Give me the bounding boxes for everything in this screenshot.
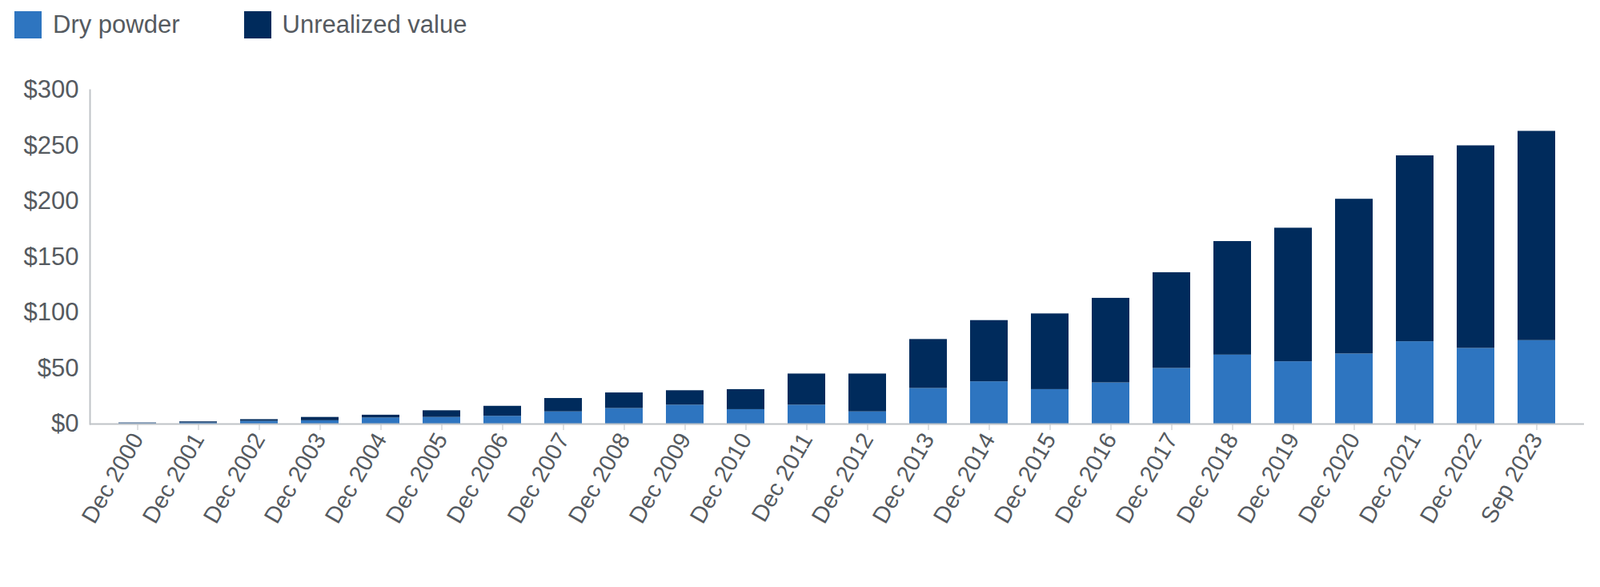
svg-text:Sep 2023: Sep 2023: [1475, 428, 1548, 528]
svg-text:Dec 2021: Dec 2021: [1353, 428, 1426, 528]
svg-text:$50: $50: [37, 353, 80, 382]
svg-text:$100: $100: [24, 297, 80, 326]
svg-text:Dec 2014: Dec 2014: [927, 428, 1000, 528]
svg-text:Dec 2010: Dec 2010: [684, 428, 757, 528]
svg-text:Dec 2008: Dec 2008: [563, 428, 635, 528]
svg-text:Dec 2012: Dec 2012: [806, 428, 879, 528]
svg-text:Dec 2009: Dec 2009: [623, 428, 696, 528]
svg-text:Dec 2002: Dec 2002: [198, 428, 270, 528]
html-text:Unrealized value: Unrealized value: [282, 10, 467, 39]
svg-text:Dec 2020: Dec 2020: [1292, 428, 1365, 528]
svg-text:Dec 2001: Dec 2001: [137, 428, 210, 528]
svg-text:Dec 2004: Dec 2004: [319, 428, 392, 528]
svg-text:$150: $150: [24, 242, 80, 271]
svg-text:Dec 2019: Dec 2019: [1232, 428, 1305, 528]
svg-text:$300: $300: [24, 75, 80, 104]
svg-text:Dec 2013: Dec 2013: [867, 428, 940, 528]
svg-text:Dec 2022: Dec 2022: [1414, 428, 1487, 528]
html-text:Dry powder: Dry powder: [52, 10, 180, 39]
svg-text:Dec 2005: Dec 2005: [380, 428, 453, 528]
svg-text:Dec 2015: Dec 2015: [988, 428, 1061, 528]
svg-text:Dec 2011: Dec 2011: [746, 428, 819, 526]
svg-text:Dec 2016: Dec 2016: [1049, 428, 1122, 528]
svg-text:$250: $250: [24, 131, 80, 160]
svg-text:$0: $0: [51, 409, 79, 438]
svg-text:$200: $200: [24, 186, 80, 215]
svg-text:Dec 2018: Dec 2018: [1171, 428, 1244, 528]
svg-text:Dec 2000: Dec 2000: [76, 428, 149, 528]
svg-text:Dec 2006: Dec 2006: [441, 428, 514, 528]
svg-text:Dec 2017: Dec 2017: [1110, 428, 1183, 528]
svg-text:Dec 2007: Dec 2007: [502, 428, 575, 528]
svg-text:Dec 2003: Dec 2003: [258, 428, 331, 528]
